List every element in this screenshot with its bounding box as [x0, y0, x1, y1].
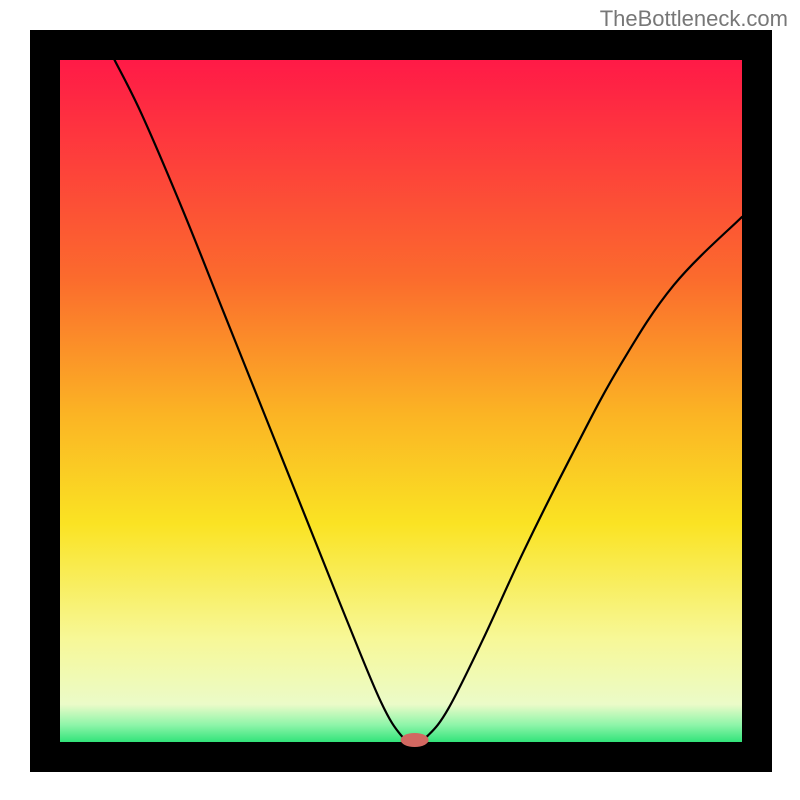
- chart-container: TheBottleneck.com: [0, 0, 800, 800]
- watermark-text: TheBottleneck.com: [600, 6, 788, 32]
- bottleneck-chart: [0, 0, 800, 800]
- optimal-marker: [401, 733, 429, 747]
